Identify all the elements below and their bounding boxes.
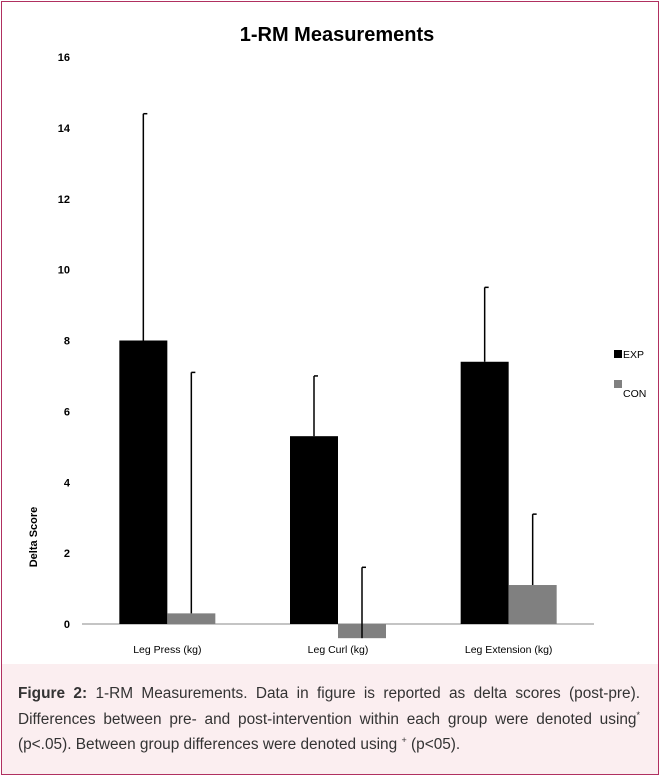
bar-con — [508, 585, 557, 624]
y-tick-label: 14 — [58, 123, 71, 135]
chart-area: 1-RM Measurements Delta Score 0 2 4 6 8 10 12 1… — [2, 2, 658, 664]
legend-swatch-con — [614, 380, 622, 388]
caption-mark-1: * — [636, 709, 640, 720]
y-tick-label: 12 — [58, 194, 70, 206]
caption-text-2: (p<.05). Between group differences were … — [18, 736, 398, 754]
y-tick-label: 16 — [58, 52, 70, 64]
caption-mark-2: + — [401, 735, 407, 746]
bar-exp — [119, 340, 168, 624]
bar-exp — [460, 361, 509, 624]
legend-swatch-exp — [614, 350, 622, 358]
y-tick-label: 4 — [64, 477, 71, 489]
y-axis-label: Delta Score — [28, 507, 40, 568]
chart-title: 1-RM Measurements — [240, 24, 435, 46]
legend-label-con: CON — [623, 388, 646, 400]
caption-text-1: 1-RM Measurements. Data in figure is rep… — [18, 685, 640, 728]
legend-label-exp: EXP — [623, 349, 644, 361]
bar-con — [167, 613, 216, 624]
caption-text-3: (p<05). — [411, 736, 461, 754]
x-tick-label: Leg Extension (kg) — [465, 644, 553, 656]
x-tick-label: Leg Press (kg) — [133, 644, 201, 656]
y-tick-label: 0 — [64, 619, 70, 631]
y-tick-label: 6 — [64, 406, 70, 418]
legend: EXP CON — [614, 349, 646, 400]
bar-exp — [290, 436, 338, 624]
y-tick-label: 8 — [64, 336, 70, 348]
figure-caption: Figure 2: 1-RM Measurements. Data in fig… — [18, 683, 640, 756]
y-tick-label: 2 — [64, 548, 70, 560]
plot-area: 0 2 4 6 8 10 12 14 16 Leg Press (kg) Leg Curl (kg)… — [58, 52, 594, 656]
caption-label: Figure 2: — [18, 685, 88, 702]
x-tick-label: Leg Curl (kg) — [308, 644, 369, 656]
bar-chart: 1-RM Measurements Delta Score 0 2 4 6 8 10 12 1… — [28, 24, 646, 656]
y-tick-label: 10 — [58, 265, 70, 277]
